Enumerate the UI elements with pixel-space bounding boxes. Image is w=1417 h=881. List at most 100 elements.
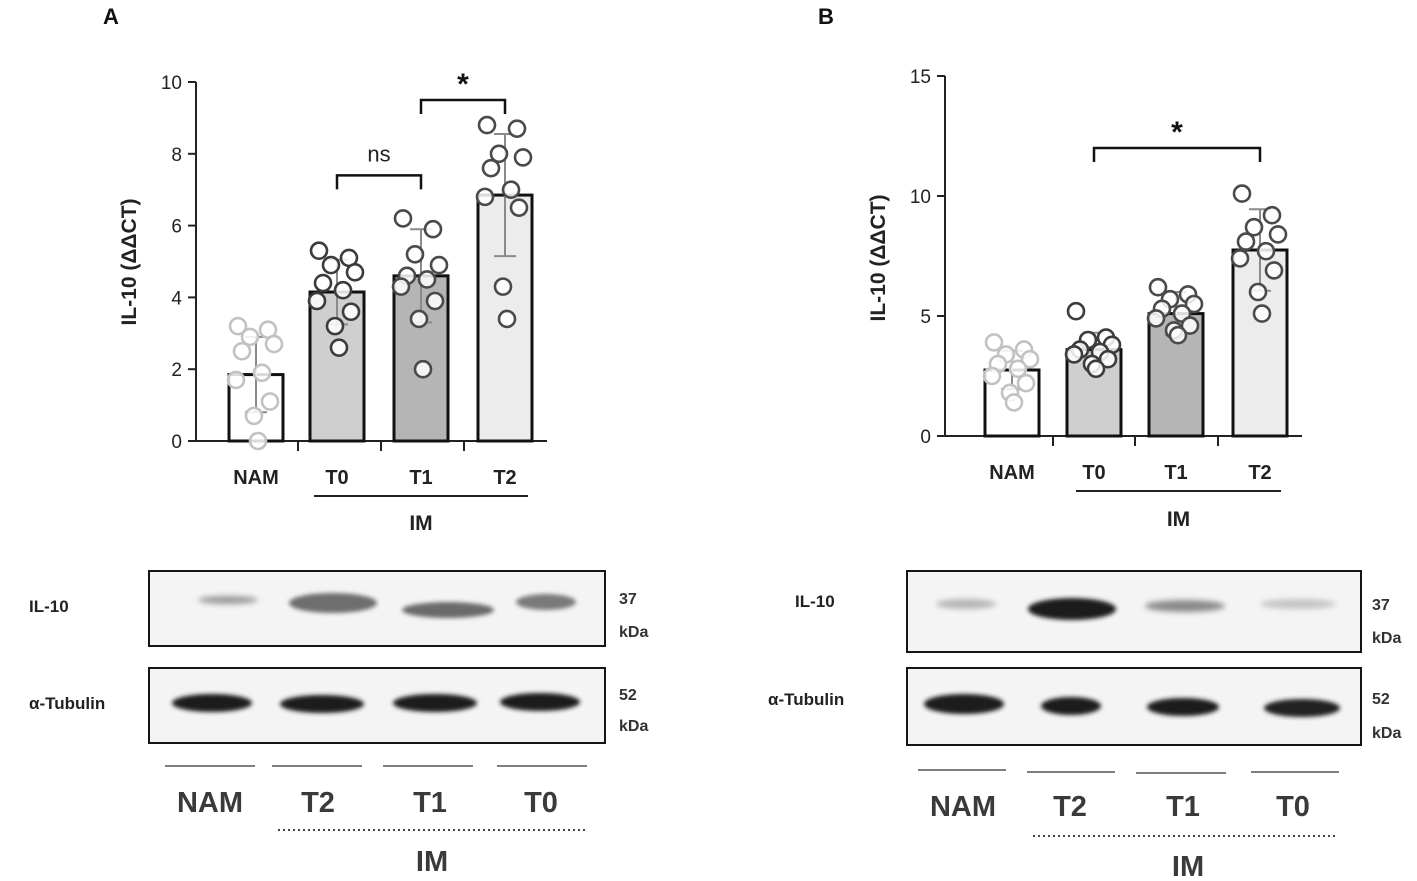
blot-b-tubulin-band-t1 bbox=[1147, 698, 1219, 716]
chart-a-point-nam-0 bbox=[228, 316, 248, 336]
chart-b-point-t2-2 bbox=[1244, 217, 1264, 237]
chart-a-y-tick-label-0: 0 bbox=[171, 432, 182, 453]
blot-a-kda-value-tubulin: 52 bbox=[619, 687, 637, 704]
chart-a-point-t1-1 bbox=[423, 219, 443, 239]
chart-a-category-label-t2: T2 bbox=[493, 467, 516, 489]
chart-b-point-t0-9 bbox=[1086, 359, 1106, 379]
western-blot-b: IL-10 α-Tubulin 37 kDa 52 kDa NAM T2 T1 … bbox=[768, 570, 1401, 881]
chart-b-point-t1-3 bbox=[1184, 294, 1204, 314]
chart-b-y-tick-label-2: 10 bbox=[910, 187, 931, 208]
chart-a-point-t2-1 bbox=[507, 119, 527, 138]
blot-b-kda-unit-tubulin: kDa bbox=[1372, 725, 1401, 742]
blot-b-group-label: IM bbox=[1172, 851, 1204, 881]
blot-b-tubulin-band-t2 bbox=[1041, 697, 1101, 715]
chart-a-category-label-nam: NAM bbox=[233, 467, 279, 489]
chart-a-point-nam-2 bbox=[240, 327, 260, 347]
chart-a-point-t1-0 bbox=[393, 209, 413, 228]
chart-a-point-t2-5 bbox=[501, 180, 521, 199]
chart-b-y-tick-label-1: 5 bbox=[920, 307, 931, 328]
chart-b-point-t1-7 bbox=[1180, 316, 1200, 335]
chart-a-point-t1-7 bbox=[425, 291, 445, 311]
chart-b-point-t0-7 bbox=[1098, 349, 1118, 369]
chart-b-category-label-nam: NAM bbox=[989, 462, 1035, 484]
chart-b-point-nam-0 bbox=[984, 333, 1004, 352]
chart-a-point-t2-6 bbox=[475, 187, 495, 207]
chart-b-point-nam-5 bbox=[1008, 359, 1028, 379]
blot-b-lane-nam: NAM bbox=[930, 791, 996, 823]
chart-b-point-t0-6 bbox=[1064, 345, 1084, 364]
chart-b-significance-bracket-0 bbox=[1092, 146, 1262, 162]
chart-a-point-t1-6 bbox=[391, 277, 411, 296]
chart-a-point-t0-2 bbox=[321, 255, 341, 275]
chart-b-category-label-t1: T1 bbox=[1164, 462, 1187, 484]
blot-a-tubulin-band-t2 bbox=[280, 695, 364, 713]
western-blot-a: IL-10 α-Tubulin 37 kDa 52 kDa NAM T2 T1 … bbox=[29, 570, 648, 878]
chart-a-category-label-t1: T1 bbox=[409, 467, 432, 489]
blot-a-group-label: IM bbox=[416, 846, 448, 878]
chart-b-point-nam-7 bbox=[1016, 373, 1036, 393]
blot-a-il10-band-t1 bbox=[402, 602, 494, 618]
chart-b-point-t2-5 bbox=[1256, 241, 1276, 261]
chart-a-point-t2-7 bbox=[509, 198, 529, 217]
blot-b-kda-value-il10: 37 bbox=[1372, 597, 1390, 614]
chart-b-point-nam-6 bbox=[982, 366, 1002, 386]
chart-a-y-tick-label-5: 10 bbox=[161, 73, 182, 94]
blot-a-lane-t2: T2 bbox=[301, 787, 335, 819]
blot-b-row-label-tubulin: α-Tubulin bbox=[768, 690, 844, 709]
blot-b-il10-band-nam bbox=[936, 599, 996, 609]
chart-a-point-t1-8 bbox=[409, 309, 429, 329]
chart-a-point-nam-5 bbox=[252, 363, 272, 383]
chart-a-point-t1-9 bbox=[413, 359, 433, 379]
chart-a-point-t0-8 bbox=[325, 316, 345, 336]
chart-a-y-tick-label-1: 2 bbox=[171, 360, 182, 381]
chart-b-point-t2-1 bbox=[1262, 205, 1282, 225]
chart-b-point-t2-8 bbox=[1248, 282, 1268, 302]
chart-b-significance-label-0: * bbox=[1171, 116, 1183, 149]
chart-b-point-t2-6 bbox=[1230, 249, 1250, 268]
chart-a-point-t2-4 bbox=[481, 158, 501, 178]
chart-a-point-t0-4 bbox=[313, 273, 333, 293]
chart-b-category-label-t0: T0 bbox=[1082, 462, 1105, 484]
chart-b-point-t1-0 bbox=[1148, 277, 1168, 297]
chart-b-point-t0-0 bbox=[1066, 301, 1086, 321]
chart-a-group-label: IM bbox=[409, 512, 432, 535]
chart-a-point-t0-7 bbox=[341, 302, 361, 322]
chart-a-significance-bracket-0 bbox=[335, 174, 423, 190]
blot-a-row-label-tubulin: α-Tubulin bbox=[29, 694, 105, 713]
chart-a-point-t0-0 bbox=[309, 241, 329, 261]
blot-b-row-label-il10: IL-10 bbox=[795, 592, 835, 611]
y-axis-label-b: IL-10 (ΔΔCT) bbox=[867, 194, 890, 321]
blot-a-lane-t0: T0 bbox=[524, 787, 558, 819]
chart-b-bar-t1 bbox=[1147, 312, 1205, 438]
chart-a-point-nam-7 bbox=[260, 392, 280, 411]
blot-a-tubulin-band-nam bbox=[172, 694, 252, 712]
chart-b-point-t2-4 bbox=[1236, 232, 1256, 251]
chart-b-point-t1-6 bbox=[1146, 309, 1166, 328]
chart-b-point-t2-7 bbox=[1264, 261, 1284, 280]
blot-a-tubulin-band-t1 bbox=[393, 694, 477, 712]
chart-a-point-nam-4 bbox=[232, 341, 252, 361]
chart-b-point-t2-0 bbox=[1232, 184, 1252, 203]
chart-b-point-t1-9 bbox=[1168, 325, 1188, 345]
blot-b-il10-frame bbox=[906, 570, 1362, 653]
panel-letter-a: A bbox=[103, 4, 119, 29]
chart-a-point-t1-3 bbox=[429, 255, 449, 275]
chart-a-point-t2-2 bbox=[489, 144, 509, 164]
blot-b-lane-t0: T0 bbox=[1276, 791, 1310, 823]
blot-b-kda-value-tubulin: 52 bbox=[1372, 691, 1390, 708]
blot-a-il10-band-t0 bbox=[516, 594, 576, 610]
blot-a-il10-band-t2 bbox=[289, 593, 377, 613]
chart-a-point-t2-8 bbox=[493, 277, 513, 296]
chart-b-point-nam-9 bbox=[1004, 393, 1024, 412]
blot-b-lane-t1: T1 bbox=[1166, 791, 1200, 823]
chart-b-category-label-t2: T2 bbox=[1248, 462, 1271, 484]
chart-b-point-nam-3 bbox=[1020, 349, 1040, 369]
blot-b-kda-unit-il10: kDa bbox=[1372, 630, 1401, 647]
chart-a-point-nam-3 bbox=[264, 334, 284, 354]
blot-a-kda-value-il10: 37 bbox=[619, 591, 637, 608]
chart-b-y-tick-label-0: 0 bbox=[920, 427, 931, 448]
blot-b-tubulin-band-t0 bbox=[1264, 699, 1340, 717]
chart-a-point-t0-5 bbox=[333, 280, 353, 300]
chart-a-point-nam-9 bbox=[248, 431, 268, 451]
